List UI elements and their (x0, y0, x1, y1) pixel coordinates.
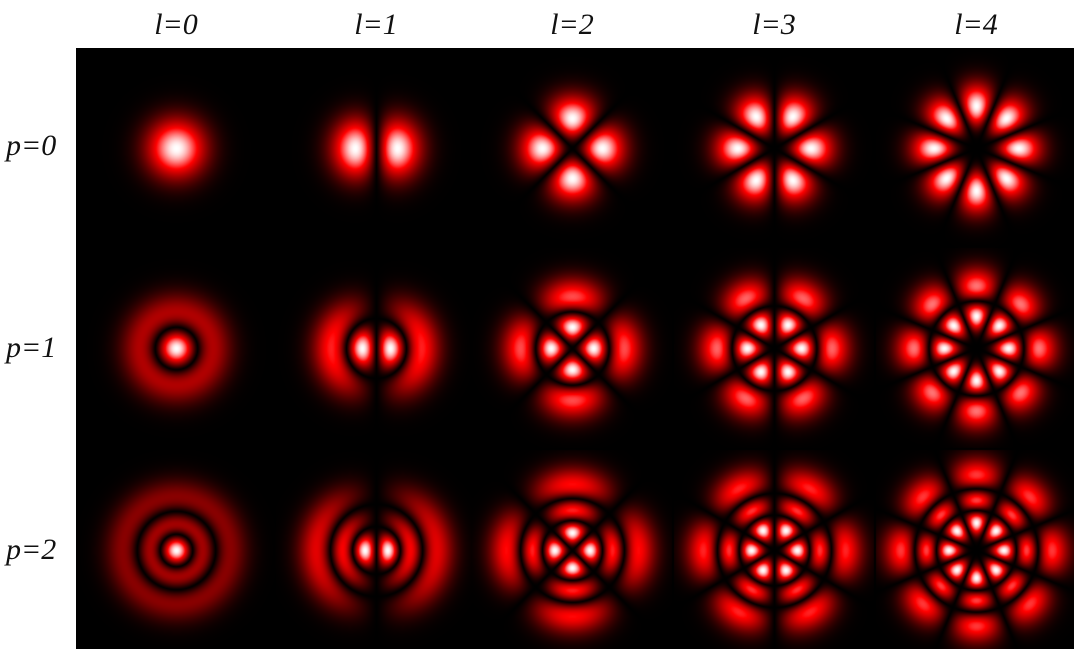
column-label-l0: l=0 (154, 8, 198, 41)
column-label-l2: l=2 (550, 8, 594, 41)
row-label-p0: p=0 (6, 129, 57, 162)
row-label-p2: p=2 (6, 533, 57, 566)
column-label-l4: l=4 (954, 8, 998, 41)
row-label-p1: p=1 (6, 331, 57, 364)
mode-intensity-grid (76, 48, 1074, 649)
column-label-l1: l=1 (354, 8, 398, 41)
column-label-l3: l=3 (752, 8, 796, 41)
